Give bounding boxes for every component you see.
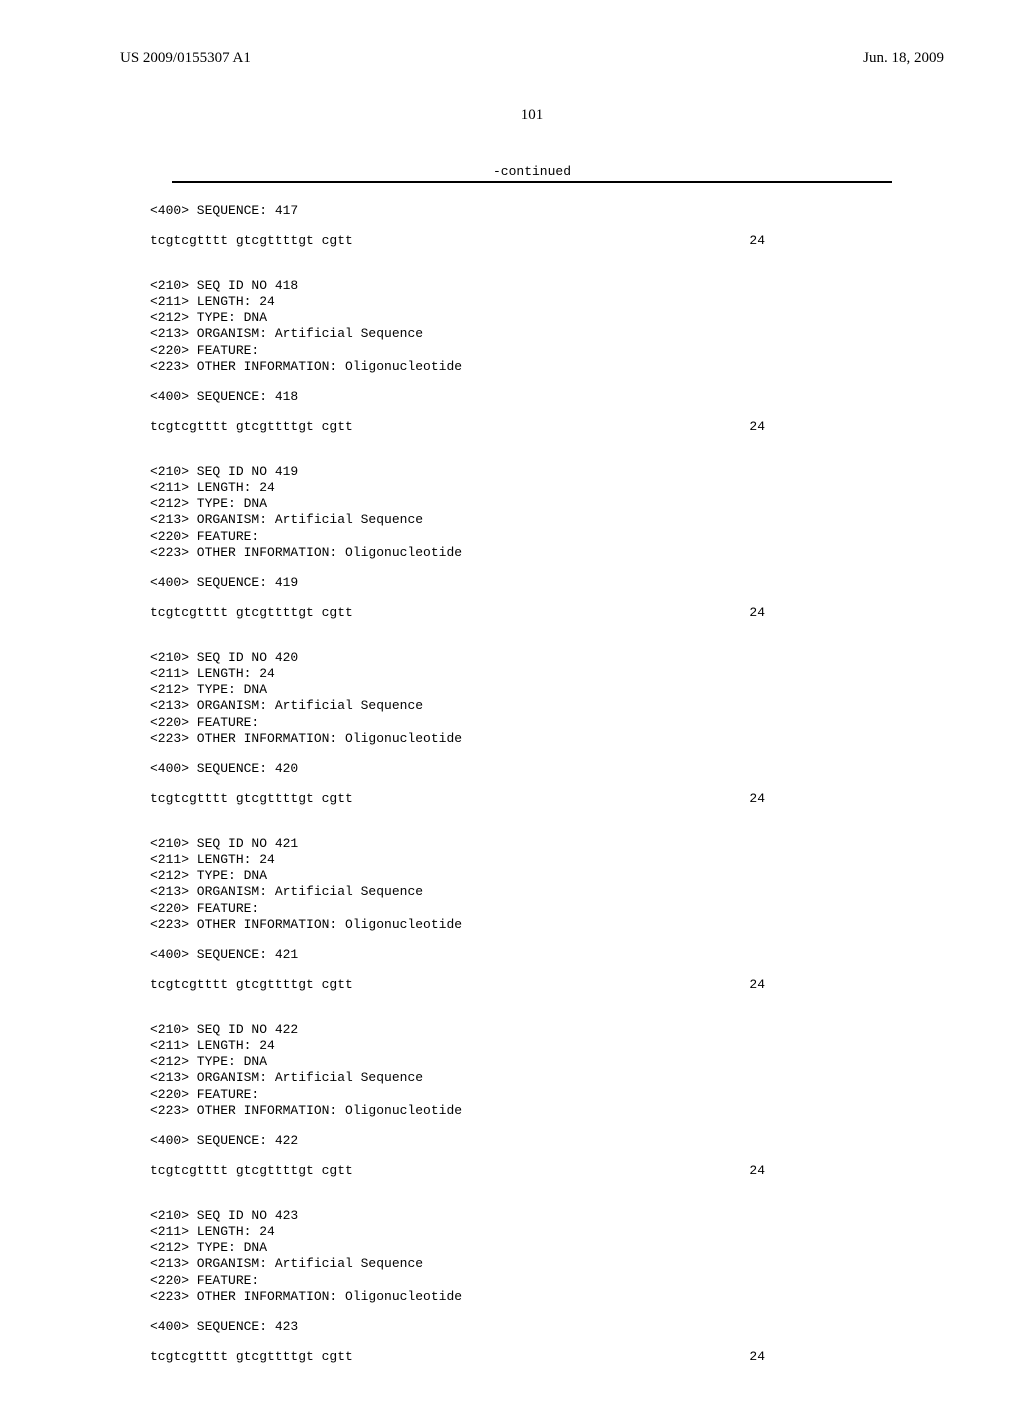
- sequence-line: tcgtcgtttt gtcgttttgt cgtt 24: [150, 1349, 765, 1365]
- sequence-listing: <400> SEQUENCE: 417 tcgtcgtttt gtcgttttgt…: [150, 203, 944, 1394]
- spacer: [150, 450, 944, 464]
- page-header: US 2009/0155307 A1 Jun. 18, 2009: [120, 50, 944, 67]
- sequence-header: <400> SEQUENCE: 423: [150, 1319, 944, 1335]
- sequence-header: <400> SEQUENCE: 421: [150, 947, 944, 963]
- spacer: [150, 1194, 944, 1208]
- sequence-metadata-block: <210> SEQ ID NO 421 <211> LENGTH: 24 <21…: [150, 836, 944, 934]
- spacer: [150, 264, 944, 278]
- spacer: [150, 1380, 944, 1394]
- sequence-line: tcgtcgtttt gtcgttttgt cgtt 24: [150, 977, 765, 993]
- sequence-length: 24: [749, 233, 765, 249]
- continued-label: -continued: [172, 164, 892, 183]
- sequence-length: 24: [749, 1163, 765, 1179]
- sequence-metadata-block: <210> SEQ ID NO 419 <211> LENGTH: 24 <21…: [150, 464, 944, 562]
- sequence-metadata-block: <210> SEQ ID NO 422 <211> LENGTH: 24 <21…: [150, 1022, 944, 1120]
- sequence-text: tcgtcgtttt gtcgttttgt cgtt: [150, 419, 353, 435]
- sequence-length: 24: [749, 419, 765, 435]
- sequence-metadata-block: <210> SEQ ID NO 423 <211> LENGTH: 24 <21…: [150, 1208, 944, 1306]
- sequence-header: <400> SEQUENCE: 422: [150, 1133, 944, 1149]
- sequence-text: tcgtcgtttt gtcgttttgt cgtt: [150, 1349, 353, 1365]
- publication-number: US 2009/0155307 A1: [120, 50, 251, 67]
- sequence-length: 24: [749, 605, 765, 621]
- sequence-line: tcgtcgtttt gtcgttttgt cgtt 24: [150, 605, 765, 621]
- sequence-metadata-block: <210> SEQ ID NO 420 <211> LENGTH: 24 <21…: [150, 650, 944, 748]
- publication-date: Jun. 18, 2009: [863, 50, 944, 67]
- sequence-header: <400> SEQUENCE: 419: [150, 575, 944, 591]
- sequence-header: <400> SEQUENCE: 420: [150, 761, 944, 777]
- spacer: [150, 1008, 944, 1022]
- spacer: [150, 822, 944, 836]
- sequence-line: tcgtcgtttt gtcgttttgt cgtt 24: [150, 233, 765, 249]
- sequence-length: 24: [749, 791, 765, 807]
- spacer: [150, 636, 944, 650]
- sequence-text: tcgtcgtttt gtcgttttgt cgtt: [150, 977, 353, 993]
- sequence-length: 24: [749, 977, 765, 993]
- sequence-text: tcgtcgtttt gtcgttttgt cgtt: [150, 233, 353, 249]
- sequence-metadata-block: <400> SEQUENCE: 417: [150, 203, 944, 219]
- sequence-text: tcgtcgtttt gtcgttttgt cgtt: [150, 791, 353, 807]
- sequence-line: tcgtcgtttt gtcgttttgt cgtt 24: [150, 791, 765, 807]
- sequence-text: tcgtcgtttt gtcgttttgt cgtt: [150, 1163, 353, 1179]
- page-number: 101: [120, 107, 944, 124]
- sequence-text: tcgtcgtttt gtcgttttgt cgtt: [150, 605, 353, 621]
- sequence-header: <400> SEQUENCE: 418: [150, 389, 944, 405]
- sequence-line: tcgtcgtttt gtcgttttgt cgtt 24: [150, 1163, 765, 1179]
- sequence-line: tcgtcgtttt gtcgttttgt cgtt 24: [150, 419, 765, 435]
- sequence-length: 24: [749, 1349, 765, 1365]
- patent-page: US 2009/0155307 A1 Jun. 18, 2009 101 -co…: [0, 0, 1024, 1424]
- sequence-metadata-block: <210> SEQ ID NO 418 <211> LENGTH: 24 <21…: [150, 278, 944, 376]
